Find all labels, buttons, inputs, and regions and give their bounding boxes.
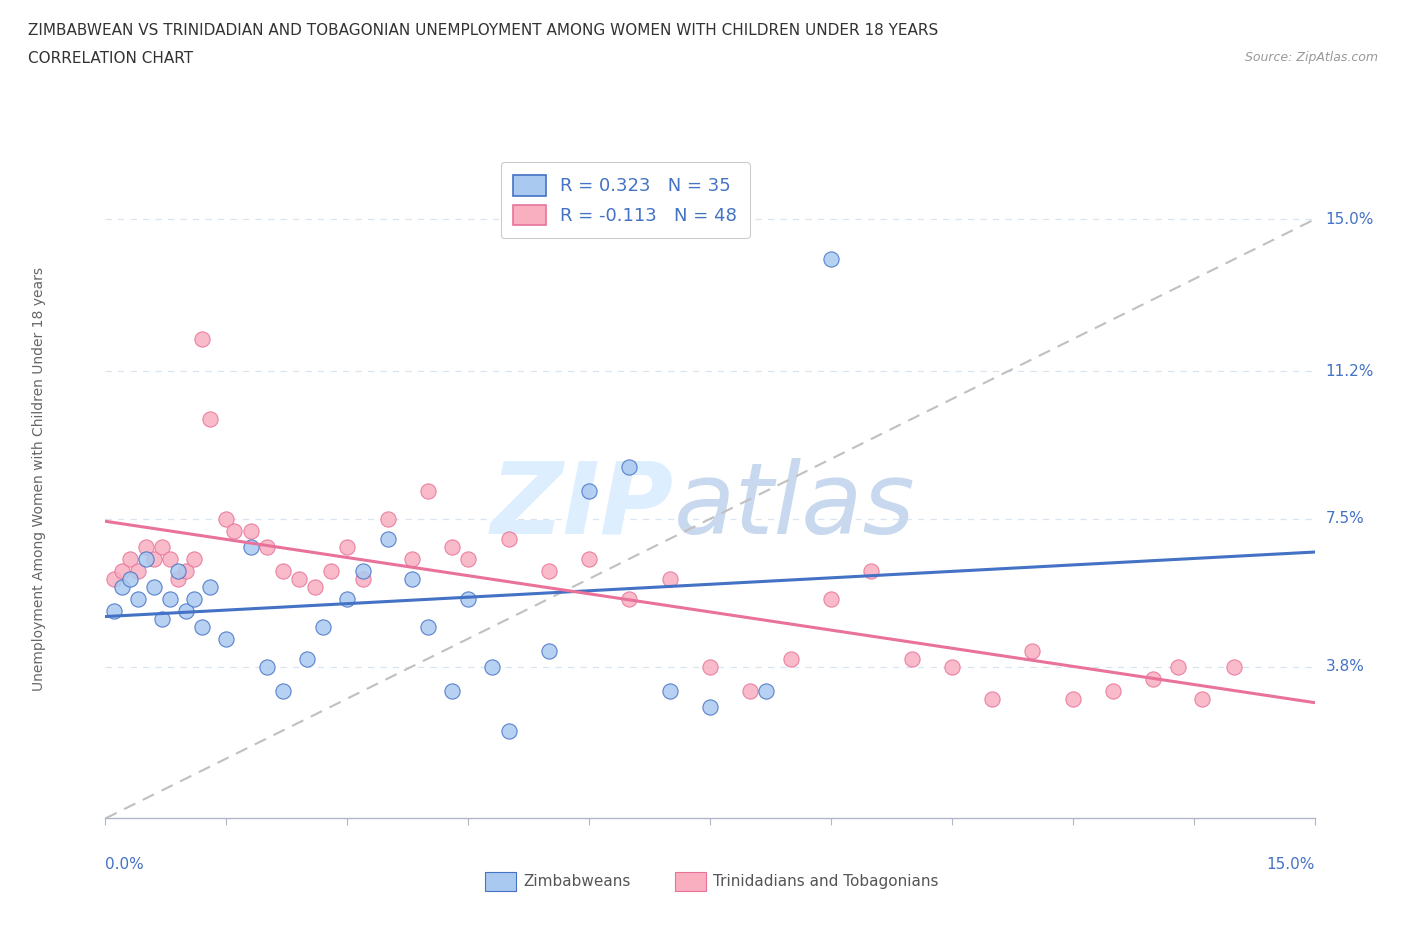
Point bbox=[941, 659, 963, 674]
Point bbox=[619, 459, 641, 474]
Point bbox=[441, 684, 464, 698]
Point bbox=[135, 551, 157, 566]
Point bbox=[174, 564, 197, 578]
Point bbox=[457, 591, 479, 606]
Point bbox=[820, 591, 842, 606]
Point bbox=[740, 684, 762, 698]
Point bbox=[820, 252, 842, 267]
Point bbox=[416, 484, 439, 498]
Point bbox=[239, 539, 262, 554]
Point bbox=[142, 579, 165, 594]
Point bbox=[658, 571, 681, 586]
Point bbox=[304, 579, 326, 594]
Point bbox=[1102, 684, 1125, 698]
Point bbox=[150, 539, 173, 554]
Point bbox=[860, 564, 883, 578]
Text: ZIMBABWEAN VS TRINIDADIAN AND TOBAGONIAN UNEMPLOYMENT AMONG WOMEN WITH CHILDREN : ZIMBABWEAN VS TRINIDADIAN AND TOBAGONIAN… bbox=[28, 23, 938, 38]
Point bbox=[256, 659, 278, 674]
Text: 7.5%: 7.5% bbox=[1326, 512, 1364, 526]
Point bbox=[352, 564, 374, 578]
Text: 11.2%: 11.2% bbox=[1326, 364, 1374, 379]
Point bbox=[159, 551, 181, 566]
Point bbox=[110, 579, 132, 594]
Point bbox=[159, 591, 181, 606]
Point bbox=[135, 539, 157, 554]
Point bbox=[457, 551, 479, 566]
Point bbox=[150, 611, 173, 626]
Point bbox=[1142, 671, 1164, 686]
Point bbox=[481, 659, 503, 674]
Text: 3.8%: 3.8% bbox=[1326, 659, 1365, 674]
Point bbox=[127, 591, 149, 606]
Point bbox=[271, 564, 294, 578]
Point bbox=[288, 571, 311, 586]
Point bbox=[110, 564, 132, 578]
Point bbox=[1167, 659, 1189, 674]
Point bbox=[1191, 691, 1213, 706]
Point bbox=[191, 619, 214, 634]
Point bbox=[183, 591, 205, 606]
Point bbox=[239, 524, 262, 538]
Point bbox=[321, 564, 343, 578]
Point bbox=[295, 651, 318, 666]
Point bbox=[498, 724, 520, 738]
Point bbox=[183, 551, 205, 566]
Text: Unemployment Among Women with Children Under 18 years: Unemployment Among Women with Children U… bbox=[32, 267, 46, 691]
Point bbox=[224, 524, 246, 538]
Point bbox=[200, 579, 222, 594]
Text: Zimbabweans: Zimbabweans bbox=[523, 874, 630, 889]
Point bbox=[416, 619, 439, 634]
Point bbox=[658, 684, 681, 698]
Point bbox=[167, 564, 190, 578]
Point bbox=[377, 512, 399, 526]
Point bbox=[352, 571, 374, 586]
Point bbox=[142, 551, 165, 566]
Point bbox=[401, 571, 423, 586]
Point bbox=[1062, 691, 1084, 706]
Point bbox=[578, 484, 600, 498]
Point bbox=[103, 604, 125, 618]
Legend: R = 0.323   N = 35, R = -0.113   N = 48: R = 0.323 N = 35, R = -0.113 N = 48 bbox=[501, 162, 749, 238]
Point bbox=[103, 571, 125, 586]
Text: ZIP: ZIP bbox=[491, 458, 673, 554]
Point bbox=[167, 571, 190, 586]
Point bbox=[755, 684, 778, 698]
Point bbox=[1021, 644, 1043, 658]
Point bbox=[174, 604, 197, 618]
Point bbox=[256, 539, 278, 554]
Point bbox=[118, 551, 141, 566]
Point bbox=[200, 412, 222, 427]
Point bbox=[981, 691, 1004, 706]
Text: 0.0%: 0.0% bbox=[105, 857, 145, 872]
Text: Source: ZipAtlas.com: Source: ZipAtlas.com bbox=[1244, 51, 1378, 64]
Text: CORRELATION CHART: CORRELATION CHART bbox=[28, 51, 193, 66]
Point bbox=[699, 699, 721, 714]
Point bbox=[118, 571, 141, 586]
Point bbox=[336, 539, 359, 554]
Point bbox=[215, 512, 238, 526]
Point bbox=[900, 651, 922, 666]
Point bbox=[537, 564, 560, 578]
Point bbox=[441, 539, 464, 554]
Point bbox=[578, 551, 600, 566]
Point bbox=[312, 619, 335, 634]
Point bbox=[271, 684, 294, 698]
Point bbox=[699, 659, 721, 674]
Point bbox=[377, 531, 399, 546]
Point bbox=[1223, 659, 1246, 674]
Point bbox=[191, 332, 214, 347]
Point bbox=[537, 644, 560, 658]
Text: atlas: atlas bbox=[673, 458, 915, 554]
Point bbox=[336, 591, 359, 606]
Point bbox=[401, 551, 423, 566]
Text: 15.0%: 15.0% bbox=[1326, 212, 1374, 227]
Point bbox=[779, 651, 801, 666]
Point bbox=[619, 591, 641, 606]
Point bbox=[215, 631, 238, 646]
Point bbox=[498, 531, 520, 546]
Text: Trinidadians and Tobagonians: Trinidadians and Tobagonians bbox=[713, 874, 938, 889]
Text: 15.0%: 15.0% bbox=[1267, 857, 1315, 872]
Point bbox=[127, 564, 149, 578]
